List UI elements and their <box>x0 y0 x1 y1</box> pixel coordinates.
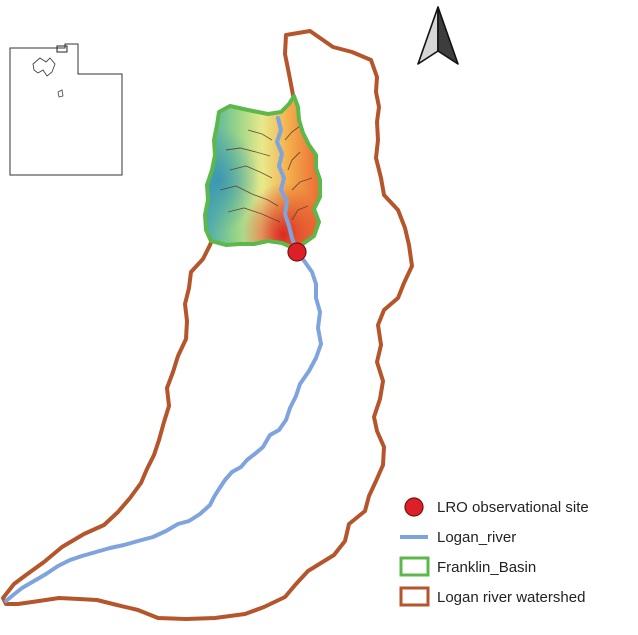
legend-basin-symbol <box>399 556 430 577</box>
utah-inset-map <box>9 43 123 176</box>
tributary-streams <box>219 125 313 223</box>
legend-watershed-label: Logan river watershed <box>437 589 585 606</box>
legend-site-label: LRO observational site <box>437 499 589 516</box>
utah-lake-shape <box>57 89 64 98</box>
legend: LRO observational site Logan_river Frank… <box>399 497 589 607</box>
logan-river-line <box>4 116 323 603</box>
franklin-basin <box>203 94 322 249</box>
logan-river-watershed-boundary <box>1 29 414 621</box>
great-salt-lake-shape <box>32 57 56 77</box>
utah-outline <box>9 43 123 176</box>
franklin-basin-lowland <box>205 96 320 247</box>
legend-site-symbol <box>404 497 424 517</box>
legend-basin-label: Franklin_Basin <box>437 559 536 576</box>
lro-site-marker <box>287 242 307 262</box>
north-arrow-icon <box>417 6 459 65</box>
inset-extent-box <box>56 45 68 53</box>
franklin-basin-boundary <box>203 94 322 249</box>
legend-watershed-symbol <box>399 586 430 607</box>
legend-river-label: Logan_river <box>437 529 516 546</box>
